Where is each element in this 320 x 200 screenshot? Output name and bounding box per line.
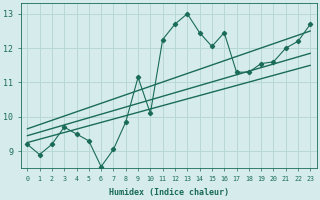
- X-axis label: Humidex (Indice chaleur): Humidex (Indice chaleur): [109, 188, 229, 197]
